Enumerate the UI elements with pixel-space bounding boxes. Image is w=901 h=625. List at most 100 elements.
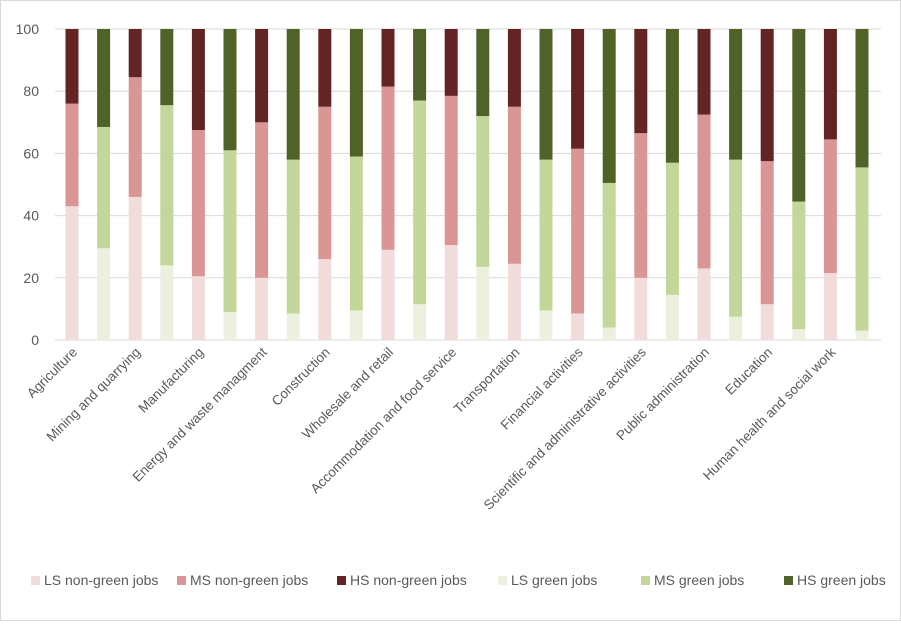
bar-segment-hs-green-jobs bbox=[286, 29, 300, 160]
bar-segment-hs-green-jobs bbox=[160, 29, 174, 106]
bar-segment-ls-green-jobs bbox=[539, 310, 553, 340]
bar-segment-ls-green-jobs bbox=[602, 327, 616, 340]
bar-segment-hs-green-jobs bbox=[729, 29, 743, 160]
bar-segment-ms-green-jobs bbox=[855, 167, 869, 331]
bar-segment-ms-non-green-jobs bbox=[65, 103, 79, 207]
bar-segment-hs-non-green-jobs bbox=[444, 29, 458, 96]
x-category-label: Manufacturing bbox=[135, 345, 206, 416]
bar-segment-ms-non-green-jobs bbox=[444, 95, 458, 246]
bar-segment-hs-green-jobs bbox=[476, 29, 490, 117]
bar-segment-ls-green-jobs bbox=[286, 313, 300, 340]
bar-segment-hs-green-jobs bbox=[665, 29, 679, 163]
bar-segment-ls-non-green-jobs bbox=[634, 277, 648, 340]
bar-segment-ms-green-jobs bbox=[413, 100, 427, 305]
bar-segment-ms-non-green-jobs bbox=[760, 161, 774, 305]
y-tick-label: 0 bbox=[31, 332, 39, 348]
bar-segment-hs-green-jobs bbox=[349, 29, 363, 157]
bar-segment-ms-green-jobs bbox=[223, 150, 237, 313]
bar-segment-ms-green-jobs bbox=[160, 105, 174, 266]
bar-segment-hs-non-green-jobs bbox=[823, 29, 837, 140]
legend-swatch bbox=[177, 576, 186, 585]
bar-segment-hs-non-green-jobs bbox=[381, 29, 395, 87]
bar-segment-ls-green-jobs bbox=[97, 248, 111, 340]
bar-segment-ms-green-jobs bbox=[539, 159, 553, 311]
bar-segment-ms-non-green-jobs bbox=[823, 139, 837, 274]
x-category-label: Transportation bbox=[451, 345, 523, 417]
legend-label: MS non-green jobs bbox=[190, 572, 308, 588]
y-tick-label: 20 bbox=[23, 270, 39, 286]
bar-segment-hs-green-jobs bbox=[539, 29, 553, 160]
bar-segment-ms-non-green-jobs bbox=[318, 106, 332, 260]
bar-segment-ls-non-green-jobs bbox=[823, 273, 837, 340]
bar-segment-ms-green-jobs bbox=[476, 116, 490, 267]
bar-segment-ms-green-jobs bbox=[286, 159, 300, 314]
bar-segment-hs-non-green-jobs bbox=[65, 29, 79, 104]
bar-segment-ms-green-jobs bbox=[349, 156, 363, 311]
bars bbox=[65, 29, 869, 340]
bar-segment-ms-green-jobs bbox=[602, 182, 616, 328]
legend-swatch bbox=[498, 576, 507, 585]
bar-segment-hs-green-jobs bbox=[97, 29, 111, 127]
bar-segment-hs-non-green-jobs bbox=[255, 29, 269, 123]
bar-segment-ls-non-green-jobs bbox=[697, 268, 711, 340]
bar-segment-ls-non-green-jobs bbox=[128, 196, 142, 340]
bar-segment-ms-non-green-jobs bbox=[507, 106, 521, 264]
bar-segment-ls-green-jobs bbox=[476, 266, 490, 340]
bar-segment-ls-green-jobs bbox=[792, 329, 806, 340]
bar-segment-ms-non-green-jobs bbox=[255, 122, 269, 278]
bar-segment-ls-non-green-jobs bbox=[191, 276, 205, 340]
bar-segment-hs-green-jobs bbox=[413, 29, 427, 101]
bar-segment-ls-non-green-jobs bbox=[571, 313, 585, 340]
bar-segment-hs-non-green-jobs bbox=[507, 29, 521, 107]
bar-segment-hs-non-green-jobs bbox=[318, 29, 332, 107]
bar-segment-ls-green-jobs bbox=[665, 294, 679, 340]
legend: LS non-green jobs MS non-green jobs HS non… bbox=[31, 572, 886, 588]
bar-segment-hs-non-green-jobs bbox=[697, 29, 711, 115]
bar-segment-hs-green-jobs bbox=[602, 29, 616, 183]
bar-segment-hs-non-green-jobs bbox=[128, 29, 142, 78]
bar-segment-ls-green-jobs bbox=[855, 330, 869, 340]
bar-segment-ls-green-jobs bbox=[223, 312, 237, 340]
legend-label: HS non-green jobs bbox=[350, 572, 467, 588]
legend-label: LS green jobs bbox=[511, 572, 597, 588]
bar-segment-ls-non-green-jobs bbox=[318, 259, 332, 340]
legend-swatch bbox=[641, 576, 650, 585]
bar-segment-ms-non-green-jobs bbox=[191, 130, 205, 277]
bar-segment-hs-non-green-jobs bbox=[634, 29, 648, 134]
bar-segment-ls-non-green-jobs bbox=[444, 245, 458, 340]
bar-segment-ms-non-green-jobs bbox=[128, 77, 142, 197]
bar-segment-ms-non-green-jobs bbox=[571, 148, 585, 314]
x-category-label: Human health and social work bbox=[700, 344, 839, 483]
y-tick-label: 80 bbox=[23, 83, 39, 99]
x-category-label: Construction bbox=[269, 345, 333, 409]
legend-swatch bbox=[337, 576, 346, 585]
bar-segment-hs-non-green-jobs bbox=[760, 29, 774, 162]
bar-segment-hs-green-jobs bbox=[792, 29, 806, 202]
x-category-label: Education bbox=[722, 345, 775, 398]
gridlines bbox=[55, 28, 881, 341]
y-tick-label: 40 bbox=[23, 208, 39, 224]
legend-swatch bbox=[784, 576, 793, 585]
bar-segment-ls-green-jobs bbox=[349, 310, 363, 340]
bar-segment-hs-green-jobs bbox=[223, 29, 237, 151]
bar-segment-ms-green-jobs bbox=[729, 159, 743, 317]
bar-segment-ms-green-jobs bbox=[97, 126, 111, 249]
bar-segment-ls-non-green-jobs bbox=[65, 206, 79, 340]
x-category-label: Agriculture bbox=[24, 345, 80, 401]
bar-segment-ls-non-green-jobs bbox=[760, 304, 774, 340]
bar-segment-hs-non-green-jobs bbox=[571, 29, 585, 149]
bar-segment-ms-non-green-jobs bbox=[634, 133, 648, 278]
bar-segment-hs-non-green-jobs bbox=[191, 29, 205, 131]
legend-label: LS non-green jobs bbox=[44, 572, 158, 588]
bar-segment-ls-non-green-jobs bbox=[255, 277, 269, 340]
bar-segment-ls-green-jobs bbox=[413, 304, 427, 340]
bar-segment-ls-non-green-jobs bbox=[381, 249, 395, 340]
bar-segment-ls-green-jobs bbox=[160, 265, 174, 340]
y-tick-label: 100 bbox=[16, 21, 40, 37]
bar-segment-ms-non-green-jobs bbox=[697, 114, 711, 269]
bar-segment-ls-non-green-jobs bbox=[507, 263, 521, 340]
y-axis-ticks: 0 20 40 60 80 100 bbox=[16, 21, 40, 348]
